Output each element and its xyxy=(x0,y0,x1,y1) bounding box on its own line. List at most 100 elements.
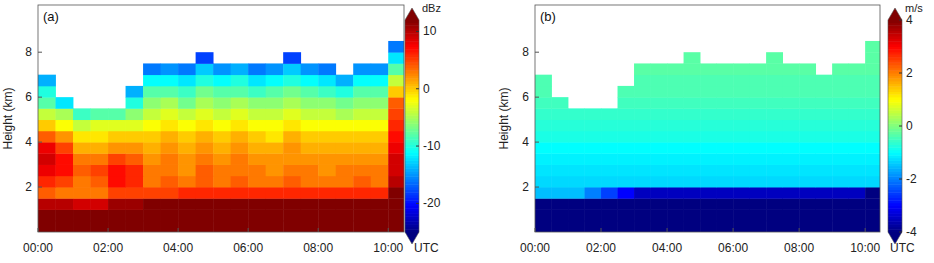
cell xyxy=(684,108,701,120)
cell xyxy=(248,142,266,154)
cell xyxy=(750,75,767,87)
cell xyxy=(213,63,231,75)
cell xyxy=(634,63,651,75)
cell xyxy=(832,221,849,232)
cell xyxy=(849,75,866,87)
cell xyxy=(161,131,179,143)
x-tick-label: 06:00 xyxy=(718,241,748,255)
cell xyxy=(283,221,301,232)
cell xyxy=(38,131,56,143)
cell xyxy=(161,221,179,232)
colorbar-tick xyxy=(416,31,419,32)
colorbar-swatch xyxy=(888,20,902,23)
cell xyxy=(143,97,161,109)
cell xyxy=(552,165,569,177)
cell xyxy=(248,176,266,188)
cell xyxy=(700,63,717,75)
cell xyxy=(108,142,126,154)
cell xyxy=(832,153,849,165)
cell xyxy=(750,131,767,143)
cell xyxy=(832,142,849,154)
cell xyxy=(766,153,783,165)
cell xyxy=(618,221,635,232)
cell xyxy=(56,210,74,222)
cell xyxy=(143,120,161,132)
y-axis-label: Height (km) xyxy=(1,87,15,149)
cell xyxy=(832,108,849,120)
cell xyxy=(353,131,371,143)
cell xyxy=(143,221,161,232)
cell xyxy=(766,97,783,109)
cell xyxy=(213,165,231,177)
y-axis-label: Height (km) xyxy=(497,87,511,149)
cell xyxy=(618,131,635,143)
cell xyxy=(231,97,249,109)
cell xyxy=(865,86,880,98)
cell xyxy=(371,187,389,199)
cell xyxy=(816,176,833,188)
cell xyxy=(634,120,651,132)
cell xyxy=(865,153,880,165)
cell xyxy=(700,120,717,132)
cell xyxy=(700,86,717,98)
cell xyxy=(684,210,701,222)
cell xyxy=(535,142,552,154)
x-axis-label: UTC xyxy=(890,241,915,255)
colorbar-tick xyxy=(416,146,419,147)
cell xyxy=(353,86,371,98)
cell xyxy=(301,187,319,199)
cell xyxy=(213,75,231,87)
cell xyxy=(161,63,179,75)
cell xyxy=(108,165,126,177)
cell xyxy=(717,75,734,87)
cell xyxy=(213,210,231,222)
cell xyxy=(108,131,126,143)
cell xyxy=(388,52,404,64)
cell xyxy=(816,75,833,87)
cell xyxy=(799,221,816,232)
cell xyxy=(618,165,635,177)
cell xyxy=(552,176,569,188)
cell xyxy=(266,97,284,109)
cell xyxy=(849,210,866,222)
cell xyxy=(231,86,249,98)
cell xyxy=(849,176,866,188)
cell xyxy=(717,86,734,98)
cell xyxy=(634,153,651,165)
cell xyxy=(318,97,336,109)
cell xyxy=(700,198,717,210)
cell xyxy=(700,75,717,87)
cell xyxy=(388,131,404,143)
cell xyxy=(371,221,389,232)
colorbar-tick-label: 2 xyxy=(906,66,913,80)
cell xyxy=(535,187,552,199)
cell xyxy=(816,165,833,177)
y-tick-label: 2 xyxy=(25,180,32,194)
cell xyxy=(865,198,880,210)
cell xyxy=(601,165,618,177)
cell xyxy=(618,142,635,154)
cell xyxy=(301,153,319,165)
cell xyxy=(91,221,109,232)
colorbar-outline xyxy=(405,8,419,244)
cell xyxy=(684,75,701,87)
cell xyxy=(733,142,750,154)
x-tick xyxy=(388,228,389,232)
cell xyxy=(733,63,750,75)
cell xyxy=(849,221,866,232)
cell xyxy=(651,165,668,177)
cell xyxy=(38,176,56,188)
cell xyxy=(388,176,404,188)
cell xyxy=(126,198,144,210)
cell xyxy=(783,210,800,222)
cell xyxy=(618,97,635,109)
cell xyxy=(318,153,336,165)
cell xyxy=(585,131,602,143)
cell xyxy=(849,187,866,199)
cell xyxy=(552,142,569,154)
x-axis-label: UTC xyxy=(414,241,439,255)
cell xyxy=(799,142,816,154)
cell xyxy=(143,131,161,143)
cell xyxy=(651,120,668,132)
cell xyxy=(196,52,214,64)
